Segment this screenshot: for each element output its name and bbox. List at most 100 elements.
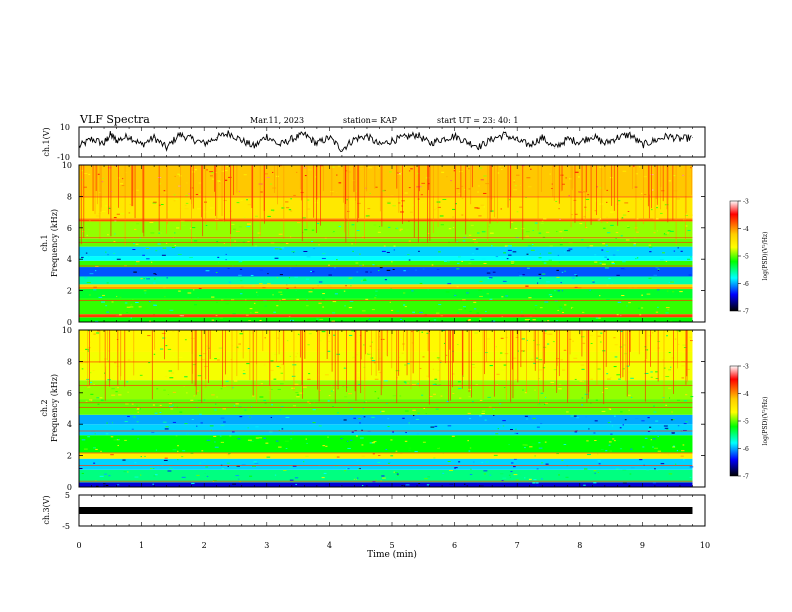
spectrogram-speckle	[678, 335, 682, 337]
spectrogram-speckle	[690, 256, 692, 258]
spectrogram-speckle	[655, 267, 659, 269]
spectrogram-speckle	[336, 174, 338, 176]
spectrogram-speckle	[597, 317, 601, 319]
spectrogram-streak	[561, 165, 563, 191]
spectrogram-speckle	[404, 440, 408, 442]
spectrogram-speckle	[254, 245, 258, 247]
spectrogram-speckle	[242, 369, 245, 371]
spectrogram-speckle	[167, 394, 169, 396]
spectrogram-speckle	[668, 397, 671, 399]
spectrogram-speckle	[105, 205, 108, 207]
spectrogram-speckle	[302, 231, 304, 233]
spectrogram-streak	[522, 165, 524, 241]
spectrogram-speckle	[594, 440, 597, 442]
spectrogram-speckle	[491, 245, 493, 247]
spectrogram-speckle	[280, 294, 283, 296]
ch1-waveform-point	[116, 140, 117, 141]
spectrogram-speckle	[359, 437, 364, 439]
spectrogram-streak	[224, 165, 225, 222]
spectrogram-speckle	[280, 372, 284, 374]
spectrogram-speckle	[291, 387, 295, 389]
spectrogram-streak	[133, 330, 135, 376]
spectrogram-speckle	[80, 362, 84, 364]
spectrogram-streak	[256, 330, 258, 403]
spectrogram-speckle	[340, 438, 343, 440]
spectrogram-speckle	[173, 194, 176, 196]
spectrogram-speckle	[197, 399, 202, 401]
spectrogram-speckle	[562, 311, 565, 313]
spectrogram-speckle	[606, 373, 609, 375]
spectrogram-speckle	[649, 251, 652, 253]
spectrogram-speckle	[196, 474, 200, 476]
spectrogram-speckle	[143, 199, 147, 201]
spectrogram-speckle	[447, 460, 451, 462]
spectrogram-speckle	[662, 252, 665, 254]
spectrogram-speckle	[668, 369, 672, 371]
spectrogram-speckle	[424, 478, 428, 480]
spectrogram-speckle	[125, 403, 129, 405]
spectrogram-speckle	[240, 293, 243, 295]
spectrogram-speckle	[519, 275, 523, 277]
spectrogram-speckle	[347, 394, 350, 396]
spectrogram-speckle	[176, 227, 180, 229]
spectrogram-speckle	[515, 479, 519, 481]
spectrogram-streak	[552, 165, 554, 197]
spectrogram-speckle	[236, 465, 240, 467]
spectrogram-speckle	[251, 285, 256, 287]
spectrogram-speckle	[515, 378, 517, 380]
spectrogram-speckle	[197, 375, 202, 377]
spectrogram-speckle	[106, 311, 110, 313]
spectrogram-speckle	[292, 405, 297, 407]
spectrogram-speckle	[502, 280, 507, 282]
spectrogram-speckle	[256, 291, 258, 293]
spectrogram-speckle	[487, 396, 491, 398]
ch1-waveform-point	[429, 143, 430, 144]
spectrogram-speckle	[509, 476, 512, 478]
spectrogram-speckle	[457, 312, 460, 314]
spectrogram-speckle	[342, 386, 345, 388]
spectrogram-speckle	[282, 298, 286, 300]
spectrogram-speckle	[292, 432, 294, 434]
spectrogram-speckle	[167, 348, 172, 350]
spectrogram-speckle	[381, 250, 386, 252]
spectrogram-streak	[375, 330, 377, 376]
spectrogram-speckle	[165, 426, 168, 428]
spectrogram-speckle	[225, 259, 227, 261]
ch1-waveform-point	[266, 135, 268, 137]
spectrogram-speckle	[95, 485, 99, 487]
spectrogram-streak	[648, 165, 650, 195]
spectrogram-speckle	[345, 285, 347, 287]
spectrogram-speckle	[127, 359, 131, 361]
spectrogram-speckle	[555, 200, 558, 202]
spectrogram-speckle	[85, 400, 88, 402]
spectrogram-speckle	[240, 280, 243, 282]
spectrogram-streak	[647, 165, 649, 207]
ch1-colorbar	[729, 200, 739, 312]
spectrogram-speckle	[270, 360, 274, 362]
spectrogram-speckle	[655, 218, 659, 220]
spectrogram-speckle	[336, 412, 340, 414]
spectrogram-speckle	[99, 377, 104, 379]
spectrogram-streak	[685, 330, 687, 385]
spectrogram-speckle	[479, 318, 482, 320]
spectrogram-speckle	[594, 200, 598, 202]
spectrogram-streak	[656, 165, 658, 205]
spectrogram-speckle	[294, 276, 299, 278]
spectrogram-speckle	[107, 234, 109, 236]
spectrogram-speckle	[328, 340, 331, 342]
spectrogram-speckle	[174, 175, 176, 177]
spectrogram-speckle	[421, 394, 424, 396]
spectrogram-speckle	[357, 377, 360, 379]
spectrogram-speckle	[557, 254, 559, 256]
spectrogram-speckle	[486, 461, 489, 463]
spectrogram-speckle	[519, 206, 523, 208]
spectrogram-speckle	[408, 447, 412, 449]
spectrogram-speckle	[646, 293, 651, 295]
spectrogram-speckle	[111, 394, 116, 396]
ch1-waveform-point	[554, 147, 556, 149]
spectrogram-speckle	[319, 165, 324, 167]
spectrogram-speckle	[225, 170, 228, 172]
spectrogram-speckle	[87, 350, 89, 352]
spectrogram-speckle	[149, 221, 154, 223]
spectrogram-speckle	[566, 411, 569, 413]
